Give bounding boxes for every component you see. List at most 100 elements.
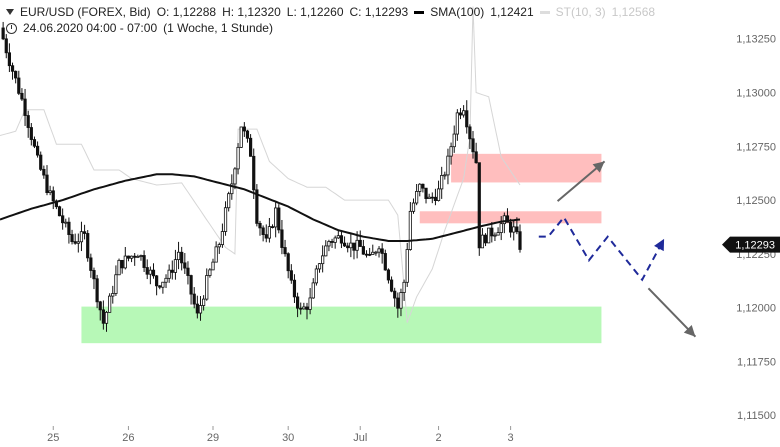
candle-body <box>462 110 466 116</box>
legend-st-value: 1,12568 <box>611 5 656 19</box>
candle-body <box>283 247 287 255</box>
candle-body <box>26 115 30 128</box>
candle-body <box>214 246 218 263</box>
candle-body <box>512 226 516 233</box>
candle-body <box>515 226 519 233</box>
candle-body <box>371 251 375 255</box>
candle-body <box>61 215 65 224</box>
candle-body <box>314 268 318 284</box>
candle-body <box>493 234 497 237</box>
y-tick-label: 1,12500 <box>736 195 776 207</box>
candle-body <box>51 190 55 202</box>
candle-body <box>92 270 96 280</box>
candle-body <box>474 151 478 164</box>
candle-body <box>108 295 112 313</box>
candle-body <box>383 253 387 271</box>
forecast-path <box>538 215 665 282</box>
candle-body <box>217 244 221 248</box>
down-arrow-head <box>683 324 696 337</box>
candle-body <box>242 126 246 132</box>
candle-body <box>101 309 105 324</box>
candle-body <box>39 154 43 170</box>
candle-body <box>164 277 168 283</box>
candle-body <box>1 27 5 40</box>
collapse-triangle-icon[interactable] <box>6 9 14 15</box>
candle-body <box>487 227 491 244</box>
candle-body <box>346 245 350 249</box>
candle-body <box>433 196 438 201</box>
x-tick-label: Jul <box>353 432 367 444</box>
candle-body <box>14 70 18 79</box>
candle-body <box>490 227 494 237</box>
candle-body <box>198 305 203 314</box>
candle-body <box>393 290 397 299</box>
candle-body <box>267 226 271 239</box>
candle-body <box>158 285 162 288</box>
candle-body <box>339 235 344 244</box>
candle-body <box>42 168 46 176</box>
candle-body <box>261 227 265 236</box>
candle-body <box>161 281 165 288</box>
candle-body <box>89 257 93 271</box>
candle-body <box>129 255 134 259</box>
candle-body <box>317 263 322 270</box>
legend-timestamp: 24.06.2020 04:00 - 07:00 <box>23 21 158 35</box>
candle-body <box>424 187 428 199</box>
supertrend-line <box>0 6 521 323</box>
candle-body <box>289 270 293 281</box>
candle-body <box>189 275 193 295</box>
candle-body <box>471 138 475 153</box>
clock-icon <box>6 22 17 34</box>
resistance-zone-0 <box>451 153 602 183</box>
candle-body <box>308 297 312 310</box>
candle-body <box>67 221 71 235</box>
x-tick-label: 2 <box>435 432 441 444</box>
candle-body <box>208 269 212 276</box>
candle-body <box>136 256 140 258</box>
sma-100-line <box>0 173 521 242</box>
legend-st-label: ST(10, 3) <box>555 5 606 19</box>
candle-body <box>502 215 506 225</box>
candle-body <box>64 221 68 224</box>
candle-body <box>468 126 472 140</box>
candle-body <box>336 235 340 239</box>
candle-body <box>377 248 381 253</box>
candle-body <box>299 307 303 310</box>
legend-low: L: 1,12260 <box>286 5 344 19</box>
candle-body <box>358 239 362 247</box>
candle-body <box>98 301 102 311</box>
candle-body <box>324 245 328 257</box>
candle-body <box>361 246 365 255</box>
candle-body <box>321 255 325 265</box>
candle-body <box>76 241 80 244</box>
candle-body <box>82 231 87 234</box>
candle-body <box>421 183 425 189</box>
candle-body <box>95 278 99 303</box>
resistance-zone-1 <box>419 211 602 224</box>
candle-body <box>151 269 156 277</box>
candle-body <box>120 259 124 269</box>
candle-body <box>292 279 297 298</box>
candle-body <box>32 139 37 147</box>
support-zone <box>81 306 602 344</box>
candle-body <box>211 261 215 271</box>
candle-body <box>465 110 469 128</box>
candle-body <box>449 146 453 157</box>
candle-body <box>389 279 394 292</box>
candle-body <box>29 127 33 140</box>
candle-body <box>333 237 337 243</box>
legend-high: H: 1,12320 <box>222 5 281 19</box>
candle-body <box>411 202 416 212</box>
candle-body <box>305 306 309 310</box>
candle-body <box>440 175 444 190</box>
candle-body <box>227 193 231 209</box>
y-tick-label: 1,12000 <box>736 303 776 315</box>
forecast-arrow-head <box>654 238 665 252</box>
y-tick-label: 1,11750 <box>737 356 776 368</box>
candle-body <box>436 188 441 201</box>
candle-body <box>355 239 359 251</box>
candle-body <box>17 77 21 94</box>
candle-body <box>352 242 356 251</box>
candle-body <box>86 233 90 259</box>
